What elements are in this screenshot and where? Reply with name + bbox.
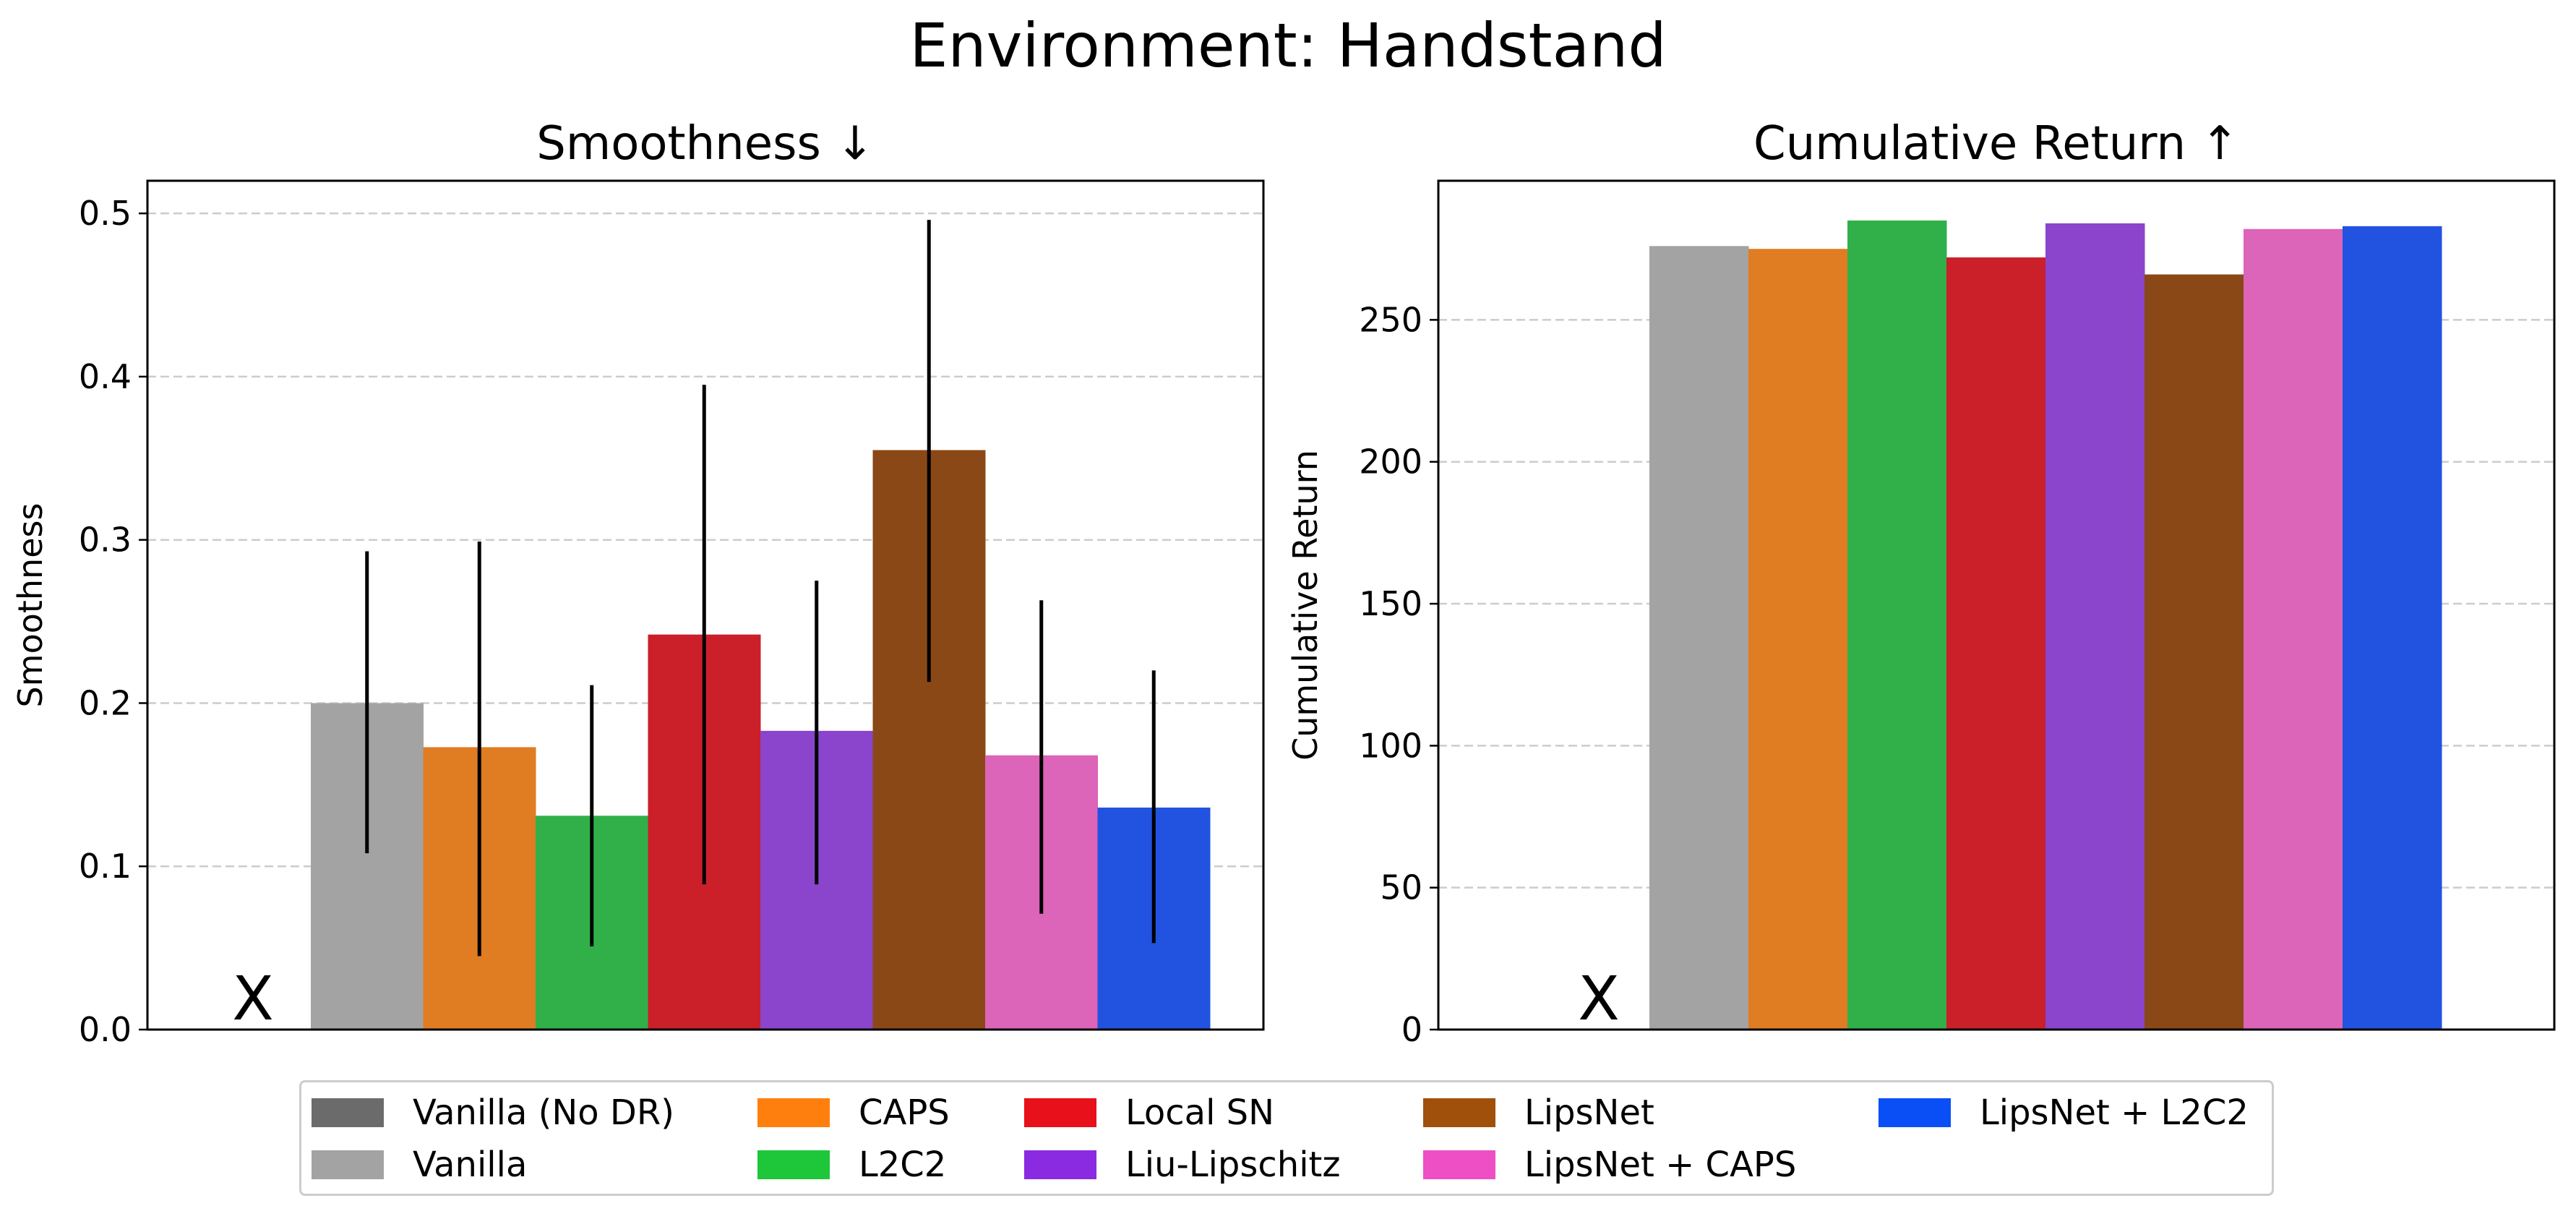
axes-frame: [146, 179, 1265, 1031]
y-tick-label: 100: [1359, 726, 1422, 765]
legend-item-vanilla-no-dr: Vanilla (No DR): [312, 1091, 674, 1134]
y-tick-label: 0.4: [79, 357, 132, 396]
legend-label: LipsNet + CAPS: [1524, 1145, 1797, 1185]
y-tick-label: 150: [1359, 584, 1422, 623]
bar: [1649, 246, 1749, 1030]
legend-item-lipsnet-l2c2: LipsNet + L2C2: [1879, 1091, 2249, 1134]
legend-swatch: [312, 1098, 384, 1127]
missing-marker: X: [1578, 963, 1620, 1034]
legend-item-caps: CAPS: [757, 1091, 950, 1134]
y-tick-label: 0.3: [79, 521, 132, 560]
figure-title: Environment: Handstand: [909, 10, 1667, 81]
y-tick-label: 0.5: [79, 194, 132, 233]
missing-marker: X: [232, 963, 274, 1034]
bar: [1847, 220, 1947, 1030]
legend-item-lipsnet: LipsNet: [1423, 1091, 1654, 1134]
legend-swatch: [1879, 1098, 1951, 1127]
bar: [2244, 228, 2343, 1030]
legend-swatch: [312, 1150, 384, 1179]
y-tick-label: 0.1: [79, 847, 132, 886]
legend-label: LipsNet + L2C2: [1980, 1092, 2249, 1133]
legend-item-l2c2: L2C2: [757, 1143, 946, 1186]
y-tick-label: 250: [1359, 300, 1422, 339]
legend: Vanilla (No DR) Vanilla CAPS L2C2 Local …: [299, 1080, 2274, 1196]
legend-swatch: [1423, 1098, 1495, 1127]
axes-frame: [1437, 179, 2556, 1031]
legend-label: LipsNet: [1524, 1092, 1654, 1133]
cumulative-return-chart: 0 50 100 150 200 250 Cumulative Return X: [1286, 179, 2556, 1049]
legend-label: Vanilla: [413, 1145, 528, 1185]
y-tick-label: 0: [1401, 1010, 1422, 1049]
legend-swatch: [1024, 1150, 1096, 1179]
y-axis-label: Smoothness: [11, 503, 50, 708]
y-tick-label: 200: [1359, 442, 1422, 482]
bar: [2343, 226, 2442, 1030]
legend-label: Vanilla (No DR): [413, 1092, 674, 1133]
legend-swatch: [1423, 1150, 1495, 1179]
legend-swatch: [757, 1150, 830, 1179]
return-chart-title: Cumulative Return ↑: [1753, 117, 2239, 171]
bar: [1748, 249, 1848, 1030]
y-tick-label: 0.2: [79, 683, 132, 722]
y-tick-label: 50: [1380, 868, 1422, 907]
legend-item-vanilla: Vanilla: [312, 1143, 527, 1186]
legend-swatch: [757, 1098, 830, 1127]
bar: [2045, 223, 2145, 1030]
y-axis-label: Cumulative Return: [1286, 450, 1325, 761]
legend-item-liu-lipschitz: Liu-Lipschitz: [1024, 1143, 1341, 1186]
smoothness-chart: 0.0 0.1 0.2 0.3 0.4 0.5 Smoothness X: [11, 179, 1265, 1049]
y-tick-label: 0.0: [79, 1010, 132, 1049]
legend-label: L2C2: [859, 1145, 947, 1185]
bar: [2144, 274, 2244, 1030]
legend-item-lipsnet-caps: LipsNet + CAPS: [1423, 1143, 1796, 1186]
legend-label: CAPS: [859, 1092, 950, 1133]
legend-label: Liu-Lipschitz: [1125, 1145, 1341, 1185]
legend-swatch: [1024, 1098, 1096, 1127]
smoothness-chart-title: Smoothness ↓: [536, 117, 875, 171]
legend-label: Local SN: [1125, 1092, 1275, 1133]
bar: [1946, 257, 2046, 1030]
legend-item-local-sn: Local SN: [1024, 1091, 1274, 1134]
